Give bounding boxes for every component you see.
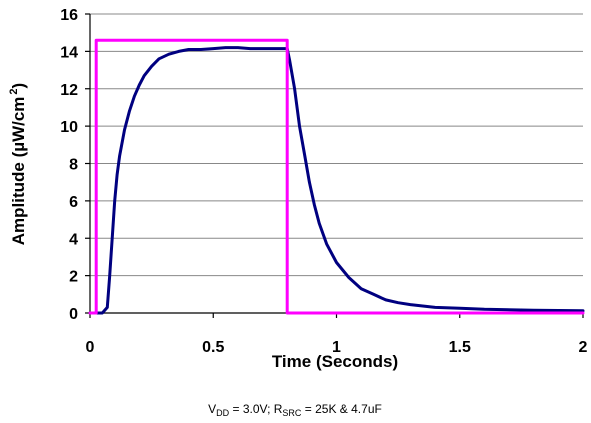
y-axis-title-superscript: 2	[8, 88, 20, 94]
y-tick-label: 12	[60, 82, 78, 99]
caption-v-subscript: DD	[216, 408, 229, 418]
x-tick-label: 1.5	[449, 339, 471, 356]
caption-r-rest: = 25K & 4.7uF	[301, 402, 381, 416]
x-tick-label: 1	[332, 339, 341, 356]
y-axis-title: Amplitude (µW/cm 2)	[8, 83, 28, 245]
y-tick-label: 2	[69, 269, 78, 286]
caption-v: V	[208, 402, 216, 416]
y-tick-label: 14	[60, 44, 78, 61]
drive-pulse-line	[88, 38, 585, 315]
caption-v-rest: = 3.0V; R	[229, 402, 283, 416]
y-axis-title-main: Amplitude (µW/cm	[9, 97, 28, 246]
x-tick-label: 0.5	[202, 339, 224, 356]
y-tick-labels: 0 2 4 6 8 10 12 14 16	[60, 7, 78, 323]
gridlines	[90, 13, 583, 277]
y-tick-label: 4	[69, 231, 78, 248]
y-tick-label: 6	[69, 194, 78, 211]
x-tick-label: 0	[86, 339, 95, 356]
circuit-caption: VDD = 3.0V; RSRC = 25K & 4.7uF	[208, 402, 382, 418]
y-axis-title-close: )	[9, 83, 28, 89]
x-axis-title: Time (Seconds)	[272, 352, 398, 371]
data-series	[88, 38, 585, 315]
y-tick-label: 0	[69, 306, 78, 323]
x-tick-label: 2	[579, 339, 588, 356]
y-tick-label: 10	[60, 119, 78, 136]
x-tick-labels: 0 0.5 1 1.5 2	[86, 339, 588, 356]
y-tick-label: 8	[69, 157, 78, 174]
y-tick-label: 16	[60, 7, 78, 24]
caption-r-subscript: SRC	[282, 408, 302, 418]
measured-response-line	[88, 46, 585, 315]
